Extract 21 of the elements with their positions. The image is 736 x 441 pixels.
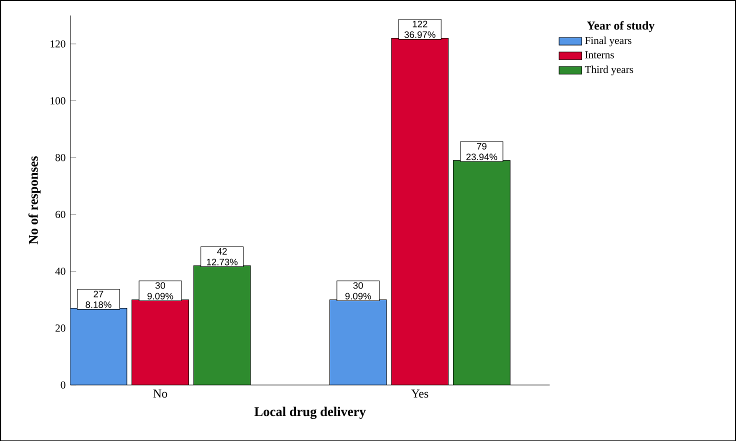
data-label: 79 23.94% (466, 142, 498, 160)
data-label: 30 9.09% (148, 282, 174, 300)
y-axis-title: No of responses (28, 156, 41, 244)
y-tick-label: 20 (56, 324, 66, 332)
y-tick-label: 100 (50, 96, 66, 104)
legend-label: Final years (585, 36, 632, 46)
y-tick-label: 80 (55, 154, 66, 161)
data-label: 42 12.73% (206, 248, 238, 266)
x-tick-label: No (153, 389, 168, 398)
data-label: 30 9.09% (345, 282, 372, 300)
y-tick-label: 60 (56, 210, 66, 218)
data-label: 122 36.97% (404, 20, 436, 38)
y-tick-label: 0 (60, 381, 66, 388)
x-axis-title: Local drug delivery (254, 406, 366, 419)
data-label: 27 8.18% (86, 290, 112, 308)
legend-label: Interns (585, 51, 614, 58)
legend-title: Year of study (586, 20, 655, 32)
legend-label: Third years (584, 65, 634, 76)
x-tick-label: Yes (411, 389, 428, 398)
y-tick-label: 120 (50, 40, 66, 48)
y-tick-label: 40 (55, 267, 66, 275)
